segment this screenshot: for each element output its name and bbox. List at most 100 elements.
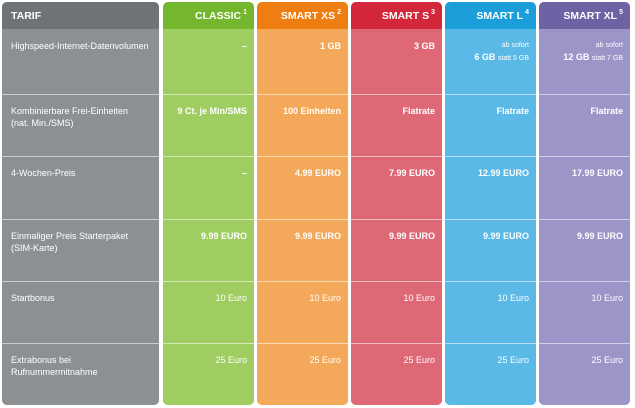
- plan-cell-data-volume: 1 GB: [257, 30, 348, 94]
- plan-cell-4-week-price: –: [163, 156, 254, 219]
- row-label-starter-price: Einmaliger Preis Starterpaket (SIM-Karte…: [2, 219, 159, 281]
- plan-cell-free-units: 9 Ct. je Min/SMS: [163, 94, 254, 156]
- plan-cell-extra-bonus: 25 Euro: [539, 343, 630, 405]
- plan-name: SMART XL: [563, 9, 618, 22]
- plan-cell-start-bonus: 10 Euro: [445, 281, 536, 343]
- plan-header: CLASSIC 1: [163, 2, 254, 29]
- row-label-start-bonus: Startbonus: [2, 281, 159, 343]
- plan-cell-start-bonus: 10 Euro: [163, 281, 254, 343]
- plan-column-body: ab sofort 12 GB statt 7 GB Flatrate 17.99 E…: [539, 30, 630, 405]
- plan-header: SMART XL 5: [539, 2, 630, 29]
- start-bonus-value: 10 Euro: [591, 293, 623, 303]
- data-volume-note: ab sofort: [595, 42, 623, 49]
- price-value: 7.99 EURO: [388, 168, 435, 178]
- data-volume-value: –: [241, 41, 247, 51]
- plan-footnote-marker: 2: [337, 9, 341, 16]
- extra-bonus-value: 25 Euro: [497, 355, 529, 365]
- plan-cell-start-bonus: 10 Euro: [539, 281, 630, 343]
- start-bonus-value: 10 Euro: [215, 293, 247, 303]
- plan-cell-starter-price: 9.99 EURO: [163, 219, 254, 281]
- plan-cell-free-units: Flatrate: [351, 94, 442, 156]
- data-volume-value: 12 GB: [563, 52, 590, 62]
- row-label-subtext: (SIM-Karte): [11, 243, 58, 253]
- data-volume-note: ab sofort: [501, 42, 529, 49]
- row-label-text: 4-Wochen-Preis: [11, 168, 76, 178]
- data-volume-previous: statt 5 GB: [497, 55, 529, 62]
- plan-footnote-marker: 3: [431, 9, 435, 16]
- free-units-value: Flatrate: [496, 106, 529, 116]
- plan-column-body: 3 GB Flatrate 7.99 EURO 9.99 EURO 10 Euro 25…: [351, 30, 442, 405]
- plan-column-smart-xs: SMART XS 2 1 GB 100 Einheiten 4.99 EURO 9.99…: [257, 2, 348, 405]
- price-value: 4.99 EURO: [294, 168, 341, 178]
- starter-price-value: 9.99 EURO: [200, 231, 247, 241]
- plan-cell-extra-bonus: 25 Euro: [163, 343, 254, 405]
- plan-cell-starter-price: 9.99 EURO: [351, 219, 442, 281]
- free-units-value: Flatrate: [402, 106, 435, 116]
- plan-cell-starter-price: 9.99 EURO: [257, 219, 348, 281]
- extra-bonus-value: 25 Euro: [215, 355, 247, 365]
- data-volume-value: 6 GB: [474, 52, 496, 62]
- plan-footnote-marker: 4: [525, 9, 529, 16]
- row-label-text: Kombinierbare Frei-Einheiten: [11, 106, 129, 116]
- plan-cell-free-units: Flatrate: [539, 94, 630, 156]
- row-label-text: Einmaliger Preis Starterpaket: [11, 231, 129, 241]
- plan-cell-data-volume: 3 GB: [351, 30, 442, 94]
- plan-cell-data-volume: –: [163, 30, 254, 94]
- data-volume-previous: statt 7 GB: [591, 55, 623, 62]
- price-value: 12.99 EURO: [477, 168, 529, 178]
- starter-price-value: 9.99 EURO: [576, 231, 623, 241]
- row-label-text: Startbonus: [11, 293, 55, 303]
- plan-cell-data-volume: ab sofort 12 GB statt 7 GB: [539, 30, 630, 94]
- plan-cell-4-week-price: 17.99 EURO: [539, 156, 630, 219]
- label-column-body: Highspeed-Internet-Datenvolumen Kombinie…: [2, 30, 159, 405]
- plan-cell-extra-bonus: 25 Euro: [445, 343, 536, 405]
- plan-header: SMART XS 2: [257, 2, 348, 29]
- starter-price-value: 9.99 EURO: [388, 231, 435, 241]
- row-label-text: Highspeed-Internet-Datenvolumen: [11, 41, 149, 51]
- row-label-text: Extrabonus bei Rufnummermitnahme: [11, 355, 98, 377]
- plan-cell-extra-bonus: 25 Euro: [257, 343, 348, 405]
- row-label-data-volume: Highspeed-Internet-Datenvolumen: [2, 30, 159, 94]
- plan-cell-starter-price: 9.99 EURO: [539, 219, 630, 281]
- free-units-value: Flatrate: [590, 106, 623, 116]
- price-value: 17.99 EURO: [571, 168, 623, 178]
- starter-price-value: 9.99 EURO: [294, 231, 341, 241]
- row-label-free-units: Kombinierbare Frei-Einheiten (nat. Min./…: [2, 94, 159, 156]
- start-bonus-value: 10 Euro: [403, 293, 435, 303]
- extra-bonus-value: 25 Euro: [403, 355, 435, 365]
- free-units-value: 9 Ct. je Min/SMS: [177, 106, 247, 116]
- price-value: –: [241, 168, 247, 178]
- extra-bonus-value: 25 Euro: [591, 355, 623, 365]
- plan-cell-free-units: Flatrate: [445, 94, 536, 156]
- plan-footnote-marker: 1: [243, 9, 247, 16]
- data-volume-value: 3 GB: [413, 41, 435, 51]
- plan-cell-4-week-price: 12.99 EURO: [445, 156, 536, 219]
- row-label-4-week-price: 4-Wochen-Preis: [2, 156, 159, 219]
- row-label-subtext: (nat. Min./SMS): [11, 118, 74, 128]
- data-volume-value: 1 GB: [319, 41, 341, 51]
- tariff-header-label: TARIF: [11, 9, 42, 22]
- tariff-label-column: TARIF Highspeed-Internet-Datenvolumen Ko…: [2, 2, 159, 405]
- plan-cell-start-bonus: 10 Euro: [257, 281, 348, 343]
- plan-cell-data-volume: ab sofort 6 GB statt 5 GB: [445, 30, 536, 94]
- plan-column-body: 1 GB 100 Einheiten 4.99 EURO 9.99 EURO 10 E…: [257, 30, 348, 405]
- plan-cell-extra-bonus: 25 Euro: [351, 343, 442, 405]
- free-units-value: 100 Einheiten: [282, 106, 341, 116]
- plan-cell-4-week-price: 4.99 EURO: [257, 156, 348, 219]
- plan-name: SMART L: [476, 9, 524, 22]
- plan-name: CLASSIC: [195, 9, 242, 22]
- plan-name: SMART XS: [280, 9, 336, 22]
- starter-price-value: 9.99 EURO: [482, 231, 529, 241]
- extra-bonus-value: 25 Euro: [309, 355, 341, 365]
- plan-column-body: – 9 Ct. je Min/SMS – 9.99 EURO 10 Euro 25 Eu…: [163, 30, 254, 405]
- plan-cell-starter-price: 9.99 EURO: [445, 219, 536, 281]
- row-label-extra-bonus: Extrabonus bei Rufnummermitnahme: [2, 343, 159, 405]
- plan-column-smart-l: SMART L 4 ab sofort 6 GB statt 5 GB Flatrate…: [445, 2, 536, 405]
- plan-cell-start-bonus: 10 Euro: [351, 281, 442, 343]
- start-bonus-value: 10 Euro: [309, 293, 341, 303]
- tariff-header: TARIF: [2, 2, 159, 29]
